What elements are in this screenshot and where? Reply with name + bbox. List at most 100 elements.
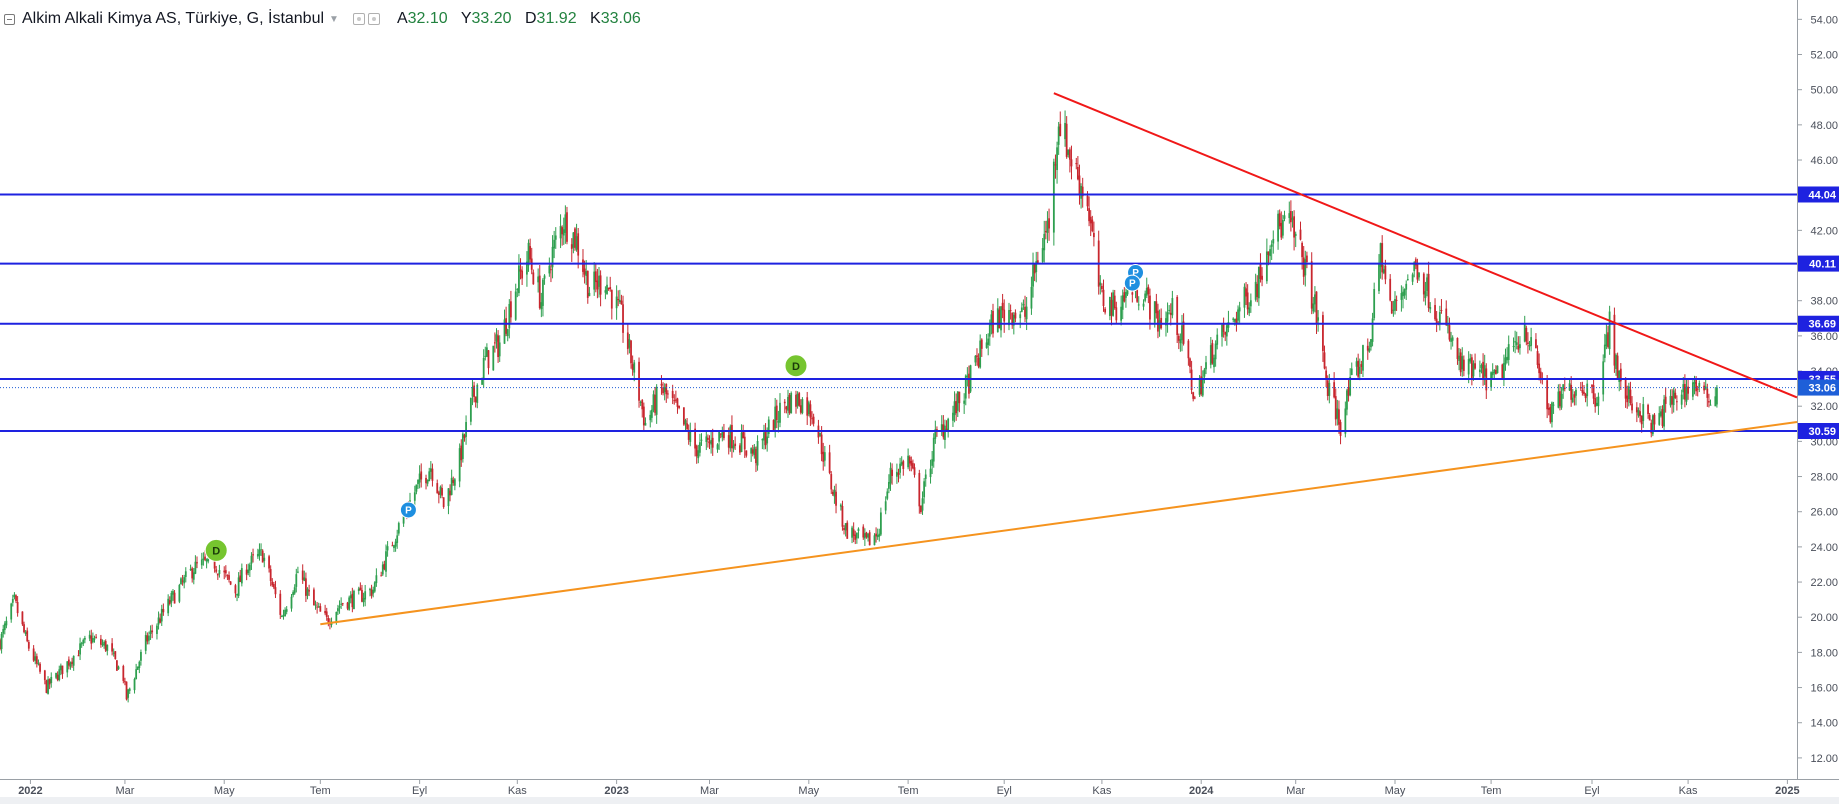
candle	[727, 427, 730, 455]
candle-body	[1254, 281, 1257, 300]
marker-badge	[399, 501, 417, 519]
candle-body	[2, 628, 5, 634]
candle-body	[1249, 300, 1252, 307]
candle-body	[734, 443, 737, 447]
candle	[484, 346, 487, 361]
candle	[156, 623, 158, 640]
candle	[1591, 384, 1593, 394]
candle	[934, 420, 937, 444]
candle	[218, 564, 221, 578]
candle-body	[1512, 346, 1515, 348]
candle	[61, 665, 64, 679]
candle-body	[979, 340, 982, 368]
earnings-marker[interactable]: P	[1123, 274, 1141, 292]
candle-body	[833, 489, 836, 497]
candle	[1594, 393, 1597, 413]
dividend-marker[interactable]: D	[204, 538, 228, 562]
candle	[0, 638, 1, 651]
symbol-title[interactable]: Alkim Alkali Kimya AS, Türkiye, G, İstan…	[22, 10, 325, 27]
candle	[450, 469, 453, 496]
candle	[284, 607, 286, 617]
candle	[498, 335, 501, 362]
candle-body	[766, 436, 769, 444]
candle	[346, 601, 349, 611]
candle-body	[1594, 398, 1597, 407]
candle	[985, 334, 988, 349]
candle-body	[1227, 322, 1230, 328]
close-value: 33.06	[600, 10, 641, 27]
candle-body	[1278, 213, 1281, 227]
candle	[1259, 253, 1262, 283]
candle-body	[1506, 356, 1509, 361]
candle-body	[1198, 377, 1201, 395]
settings-icon[interactable]	[367, 13, 380, 25]
earnings-marker[interactable]: P	[399, 501, 417, 519]
candle-body	[583, 268, 586, 275]
candle	[103, 640, 106, 649]
candle	[642, 402, 645, 432]
candle-body	[316, 606, 319, 608]
candle-body	[239, 575, 242, 583]
candle-body	[223, 570, 226, 573]
candle-body	[1384, 265, 1387, 280]
candle	[1445, 300, 1448, 326]
candle-body	[82, 639, 85, 644]
dividend-marker[interactable]: D	[784, 354, 808, 378]
candle-body	[1602, 361, 1605, 395]
candle	[1019, 310, 1022, 329]
candle-body	[1153, 301, 1156, 323]
candle	[1205, 355, 1207, 375]
candle	[676, 397, 679, 414]
candle	[1474, 353, 1476, 370]
price-label-text: 36.69	[1808, 319, 1836, 331]
candle	[731, 415, 733, 458]
candle	[394, 538, 397, 552]
candle-body	[1539, 371, 1542, 380]
candle	[1675, 395, 1678, 411]
collapse-icon[interactable]	[4, 13, 15, 25]
candle	[895, 463, 898, 484]
candle	[1602, 354, 1605, 402]
candle	[1030, 276, 1033, 315]
candle-body	[1043, 233, 1046, 251]
candle-body	[1179, 339, 1182, 344]
candle-body	[1568, 383, 1571, 391]
candle-body	[482, 357, 485, 379]
candle	[540, 292, 543, 318]
candle-body	[1661, 409, 1664, 426]
candle	[429, 461, 432, 480]
candle	[1450, 331, 1452, 350]
chevron-down-icon[interactable]: ▼	[329, 13, 339, 25]
candle-body	[413, 492, 416, 501]
candle-body	[631, 364, 634, 370]
candle	[968, 365, 970, 399]
candle-body	[953, 401, 956, 416]
candle-body	[628, 339, 631, 348]
candle-body	[705, 436, 708, 442]
candle-body	[1149, 295, 1151, 320]
candle-body	[1078, 175, 1081, 195]
candle	[1256, 275, 1259, 303]
eye-icon[interactable]	[352, 13, 365, 25]
candle	[1504, 348, 1507, 371]
candle-body	[1538, 363, 1541, 374]
candle	[929, 459, 932, 484]
candle	[1261, 267, 1263, 287]
candle-body	[103, 641, 106, 646]
candle	[1137, 296, 1140, 311]
y-tick-label: 26.00	[1810, 507, 1838, 519]
candle-body	[452, 479, 455, 483]
candle	[799, 399, 802, 415]
candle	[48, 678, 51, 690]
candle-body	[1280, 222, 1283, 238]
candle	[1048, 208, 1050, 241]
candle-body	[508, 303, 511, 329]
candle-body	[1619, 368, 1622, 382]
candle	[1708, 393, 1710, 408]
bottom-scrollbar[interactable]	[0, 797, 1839, 804]
candle-body	[157, 617, 160, 625]
candle	[2, 624, 5, 638]
x-tick-label: May	[1385, 785, 1406, 797]
